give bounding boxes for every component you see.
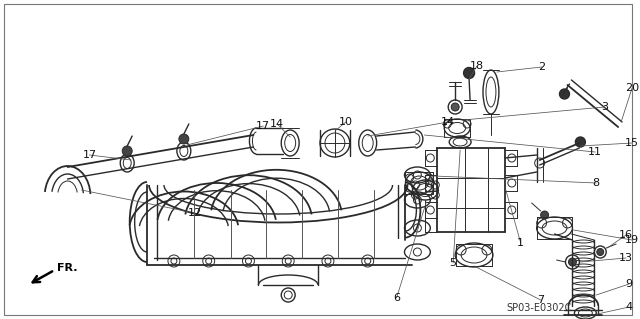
Text: 17: 17 — [83, 150, 97, 160]
Text: 15: 15 — [625, 138, 639, 148]
Text: 9: 9 — [625, 279, 633, 289]
Circle shape — [179, 134, 189, 144]
Circle shape — [122, 146, 132, 156]
Circle shape — [568, 258, 577, 266]
Text: 6: 6 — [393, 293, 400, 303]
Text: 1: 1 — [517, 238, 524, 248]
Text: 10: 10 — [339, 117, 353, 127]
Circle shape — [541, 211, 548, 219]
Circle shape — [451, 103, 459, 111]
Text: 17: 17 — [256, 121, 271, 131]
Text: FR.: FR. — [57, 263, 77, 273]
Text: 2: 2 — [538, 62, 545, 72]
Text: 5: 5 — [450, 258, 457, 268]
Text: 20: 20 — [625, 83, 639, 93]
Text: 18: 18 — [470, 61, 484, 71]
Text: 19: 19 — [625, 235, 639, 245]
Text: 12: 12 — [188, 208, 202, 218]
Text: 14: 14 — [270, 119, 284, 129]
Text: 11: 11 — [588, 147, 602, 157]
Circle shape — [575, 137, 586, 147]
Circle shape — [596, 249, 604, 256]
Text: 7: 7 — [537, 295, 544, 305]
Text: SP03-E0302C: SP03-E0302C — [507, 303, 572, 313]
Text: 16: 16 — [619, 230, 633, 240]
Circle shape — [463, 68, 474, 78]
Circle shape — [559, 89, 570, 99]
Text: 8: 8 — [593, 178, 600, 188]
Text: 4: 4 — [625, 302, 633, 312]
Text: 13: 13 — [619, 253, 633, 263]
Text: 3: 3 — [601, 102, 608, 112]
Text: 14: 14 — [441, 117, 455, 127]
